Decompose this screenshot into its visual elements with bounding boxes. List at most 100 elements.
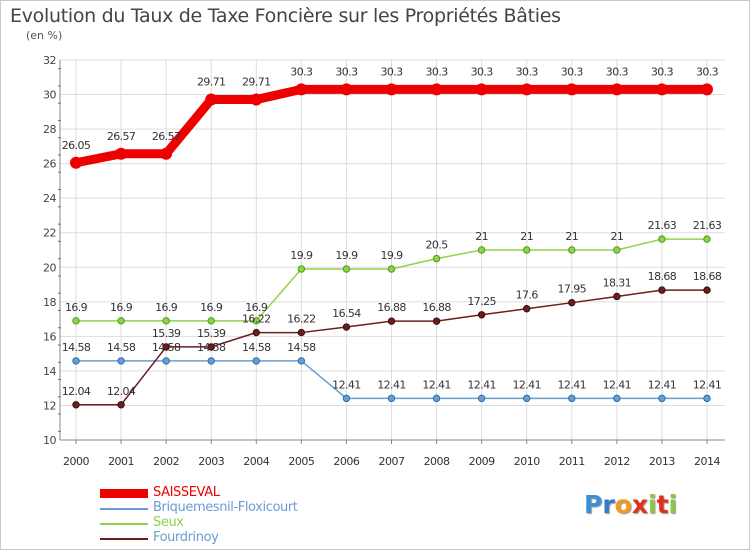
x-tick-label: 2008 bbox=[424, 455, 450, 468]
data-point bbox=[523, 394, 531, 403]
data-point bbox=[117, 357, 125, 365]
y-tick-label: 28 bbox=[43, 123, 56, 136]
logo-letter: r bbox=[602, 490, 615, 519]
data-point bbox=[385, 83, 398, 96]
axes: 10 12 14 16 18 20 22 24 26 28 30 32 2000 2001 2002 2003… bbox=[43, 54, 725, 468]
data-point bbox=[252, 317, 260, 325]
legend-item-seux: Seux bbox=[100, 515, 540, 531]
x-tick-label: 2010 bbox=[514, 455, 540, 468]
data-label: 29.71 bbox=[197, 76, 226, 89]
line-chart: 10 12 14 16 18 20 22 24 26 28 30 32 2000 2001 2002 2003… bbox=[43, 54, 725, 468]
data-label: 12.41 bbox=[693, 378, 722, 391]
data-label: 16.22 bbox=[242, 313, 271, 326]
x-tick-label: 2009 bbox=[469, 455, 495, 468]
data-label: 12.41 bbox=[558, 378, 587, 391]
data-label: 18.68 bbox=[693, 270, 722, 283]
legend-item-saisseval: SAISSEVAL bbox=[100, 485, 540, 501]
data-point bbox=[477, 311, 486, 319]
data-label: 16.9 bbox=[155, 301, 178, 314]
data-point bbox=[72, 317, 80, 325]
data-point bbox=[658, 235, 666, 243]
data-point bbox=[475, 83, 488, 96]
y-tick-label: 12 bbox=[43, 399, 56, 412]
data-label: 19.9 bbox=[380, 249, 403, 262]
legend: SAISSEVAL Briquemesnil-Floxicourt Seux F… bbox=[100, 485, 540, 546]
data-label: 12.41 bbox=[422, 378, 451, 391]
x-tick-label: 2006 bbox=[333, 455, 359, 468]
data-label: 16.9 bbox=[110, 301, 133, 314]
data-label: 14.58 bbox=[197, 341, 226, 354]
data-label: 30.3 bbox=[651, 65, 674, 78]
data-point bbox=[613, 292, 621, 301]
data-point bbox=[568, 246, 576, 254]
chart-subtitle: (en %) bbox=[26, 29, 63, 42]
data-point bbox=[432, 254, 441, 263]
data-label: 16.88 bbox=[422, 301, 451, 314]
data-label: 19.9 bbox=[290, 249, 313, 262]
data-point bbox=[295, 83, 308, 96]
data-label: 30.3 bbox=[561, 65, 584, 78]
data-point bbox=[568, 394, 576, 403]
data-point bbox=[568, 298, 576, 307]
y-tick-label: 30 bbox=[43, 89, 56, 102]
data-label: 20.5 bbox=[426, 239, 449, 252]
data-label: 12.41 bbox=[648, 378, 677, 391]
data-label: 26.57 bbox=[107, 130, 136, 143]
data-point bbox=[207, 357, 215, 365]
data-point bbox=[523, 246, 531, 254]
data-point bbox=[523, 305, 531, 313]
data-point bbox=[477, 394, 486, 403]
y-tick-label: 18 bbox=[43, 296, 56, 309]
x-tick-label: 2001 bbox=[108, 455, 134, 468]
data-label: 12.41 bbox=[377, 378, 406, 391]
y-tick-label: 14 bbox=[43, 365, 56, 378]
data-label: 18.68 bbox=[648, 270, 677, 283]
data-label: 12.41 bbox=[467, 378, 496, 391]
data-point bbox=[162, 357, 170, 365]
data-label: 15.39 bbox=[197, 327, 226, 340]
legend-item-briquemesnil-floxicourt: Briquemesnil-Floxicourt bbox=[100, 500, 540, 516]
data-label: 12.41 bbox=[332, 378, 361, 391]
data-label: 15.39 bbox=[152, 327, 181, 340]
data-label: 18.31 bbox=[603, 276, 632, 289]
data-label: 19.9 bbox=[335, 249, 358, 262]
data-label: 14.58 bbox=[242, 341, 271, 354]
data-point bbox=[117, 317, 125, 325]
data-point bbox=[252, 328, 260, 337]
logo-letter: x bbox=[631, 490, 648, 519]
data-point bbox=[70, 156, 82, 169]
x-tick-label: 2014 bbox=[694, 455, 720, 468]
data-label: 30.3 bbox=[335, 65, 358, 78]
data-label: 14.58 bbox=[107, 341, 136, 354]
data-point bbox=[297, 328, 306, 337]
data-point bbox=[703, 286, 711, 294]
data-point bbox=[658, 286, 666, 294]
y-tick-label: 10 bbox=[43, 434, 56, 447]
data-point bbox=[250, 93, 263, 106]
data-point bbox=[207, 343, 215, 351]
data-point bbox=[342, 323, 351, 331]
y-tick-label: 26 bbox=[43, 158, 56, 171]
data-point bbox=[252, 357, 260, 365]
x-tick-label: 2011 bbox=[559, 455, 585, 468]
data-point bbox=[613, 394, 621, 403]
data-label: 16.9 bbox=[245, 301, 268, 314]
data-point bbox=[520, 83, 533, 96]
data-label: 21.63 bbox=[693, 219, 722, 232]
data-label: 14.58 bbox=[287, 341, 316, 354]
legend-label: Briquemesnil-Floxicourt bbox=[153, 500, 298, 515]
data-point bbox=[162, 317, 170, 325]
data-point bbox=[701, 83, 713, 96]
data-point bbox=[703, 394, 711, 403]
data-label: 30.3 bbox=[290, 65, 313, 78]
legend-item-fourdrinoy: Fourdrinoy bbox=[100, 530, 540, 546]
data-point bbox=[430, 83, 443, 96]
data-point bbox=[565, 83, 578, 96]
logo-letter: P bbox=[584, 490, 603, 519]
data-labels: 26.05 26.57 26.57 29.71 29.71 30.3 30.3 30.3 30.… bbox=[62, 65, 723, 397]
data-point bbox=[610, 83, 623, 96]
x-tick-label: 2012 bbox=[604, 455, 630, 468]
x-tick-label: 2000 bbox=[63, 455, 89, 468]
data-point bbox=[72, 357, 80, 365]
data-label: 17.25 bbox=[467, 295, 496, 308]
